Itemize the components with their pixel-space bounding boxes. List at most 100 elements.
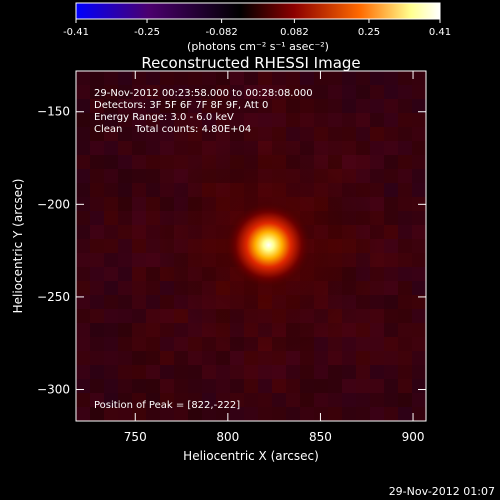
heatmap-cell	[90, 169, 105, 184]
heatmap-cell	[90, 71, 105, 86]
heatmap-cell	[258, 407, 273, 421]
heatmap-cell	[76, 183, 91, 198]
heatmap-cell	[216, 85, 231, 100]
heatmap-cell	[202, 99, 217, 114]
heatmap-cell	[202, 393, 217, 408]
heatmap-cell	[146, 183, 161, 198]
heatmap-cell	[370, 281, 385, 296]
heatmap-cell	[398, 337, 413, 352]
heatmap-cell	[258, 99, 273, 114]
heatmap-cell	[118, 169, 133, 184]
x-tick-label: 850	[309, 430, 332, 444]
heatmap-cell	[398, 183, 413, 198]
heatmap-cell	[244, 351, 259, 366]
heatmap-cell	[244, 113, 259, 128]
heatmap-cell	[104, 113, 119, 128]
heatmap-cell	[398, 407, 413, 421]
heatmap-cell	[104, 365, 119, 380]
heatmap-cell	[412, 365, 426, 380]
heatmap-cell	[356, 169, 371, 184]
heatmap-cell	[398, 309, 413, 324]
heatmap-cell	[76, 379, 91, 394]
heatmap-cell	[216, 99, 231, 114]
heatmap-cell	[90, 309, 105, 324]
heatmap-cell	[272, 379, 287, 394]
heatmap-cell	[132, 337, 147, 352]
heatmap-cell	[146, 365, 161, 380]
heatmap-cell	[104, 85, 119, 100]
heatmap-cell	[384, 393, 399, 408]
heatmap-cell	[146, 71, 161, 86]
heatmap-cell	[216, 379, 231, 394]
heatmap-cell	[384, 295, 399, 310]
heatmap-cell	[104, 183, 119, 198]
heatmap-cell	[132, 99, 147, 114]
heatmap-cell	[230, 113, 245, 128]
heatmap-cell	[356, 99, 371, 114]
heatmap-cell	[412, 169, 426, 184]
heatmap-cell	[384, 407, 399, 421]
heatmap-cell	[188, 393, 203, 408]
heatmap-cell	[384, 239, 399, 254]
heatmap-cell	[286, 379, 301, 394]
heatmap-cell	[160, 127, 175, 142]
heatmap-cell	[370, 183, 385, 198]
heatmap-cell	[412, 113, 426, 128]
heatmap-cell	[300, 113, 315, 128]
heatmap-cell	[230, 393, 245, 408]
heatmap-cell	[118, 309, 133, 324]
heatmap-cell	[384, 155, 399, 170]
heatmap-cell	[76, 113, 91, 128]
heatmap-cell	[230, 365, 245, 380]
heatmap-cell	[370, 99, 385, 114]
plot-frame	[75, 70, 427, 422]
heatmap-cell	[412, 281, 426, 296]
heatmap-cell	[300, 393, 315, 408]
heatmap-cell	[398, 225, 413, 240]
heatmap-cell	[356, 155, 371, 170]
heatmap-cell	[160, 323, 175, 338]
heatmap-cell	[160, 379, 175, 394]
heatmap-cell	[118, 127, 133, 142]
heatmap-cell	[90, 85, 105, 100]
heatmap-cell	[90, 267, 105, 282]
heatmap-cell	[90, 197, 105, 212]
heatmap-cell	[356, 379, 371, 394]
heatmap-cell	[132, 141, 147, 156]
heatmap-cell	[104, 197, 119, 212]
y-tick-label: −150	[37, 105, 70, 119]
heatmap-cell	[384, 379, 399, 394]
heatmap-cell	[370, 351, 385, 366]
heatmap-cell	[90, 337, 105, 352]
heatmap-cell	[412, 211, 426, 226]
heatmap-cell	[160, 99, 175, 114]
heatmap-cell	[314, 113, 329, 128]
heatmap-cell	[258, 393, 273, 408]
heatmap-cell	[398, 197, 413, 212]
annotation-energy-range: Energy Range: 3.0 - 6.0 keV	[94, 112, 234, 123]
heatmap-cell	[90, 127, 105, 142]
heatmap-cell	[356, 393, 371, 408]
heatmap-cell	[118, 253, 133, 268]
heatmap-cell	[146, 281, 161, 296]
heatmap-cell	[188, 113, 203, 128]
heatmap-cell	[370, 127, 385, 142]
colorbar-tick-label: -0.082	[205, 27, 237, 38]
colorbar-tick-label: -0.41	[63, 27, 89, 38]
heatmap-cell	[132, 393, 147, 408]
y-tick-label: −200	[37, 197, 70, 211]
heatmap-cell	[174, 99, 189, 114]
heatmap-cell	[160, 141, 175, 156]
heatmap-cell	[314, 379, 329, 394]
heatmap-cell	[202, 351, 217, 366]
heatmap-cell	[314, 85, 329, 100]
heatmap-cell	[370, 337, 385, 352]
heatmap-cell	[398, 169, 413, 184]
heatmap-cell	[286, 113, 301, 128]
heatmap-cell	[398, 379, 413, 394]
heatmap-cell	[202, 127, 217, 142]
heatmap-cell	[132, 85, 147, 100]
heatmap-cell	[188, 127, 203, 142]
heatmap-cell	[104, 211, 119, 226]
heatmap-cell	[76, 295, 91, 310]
